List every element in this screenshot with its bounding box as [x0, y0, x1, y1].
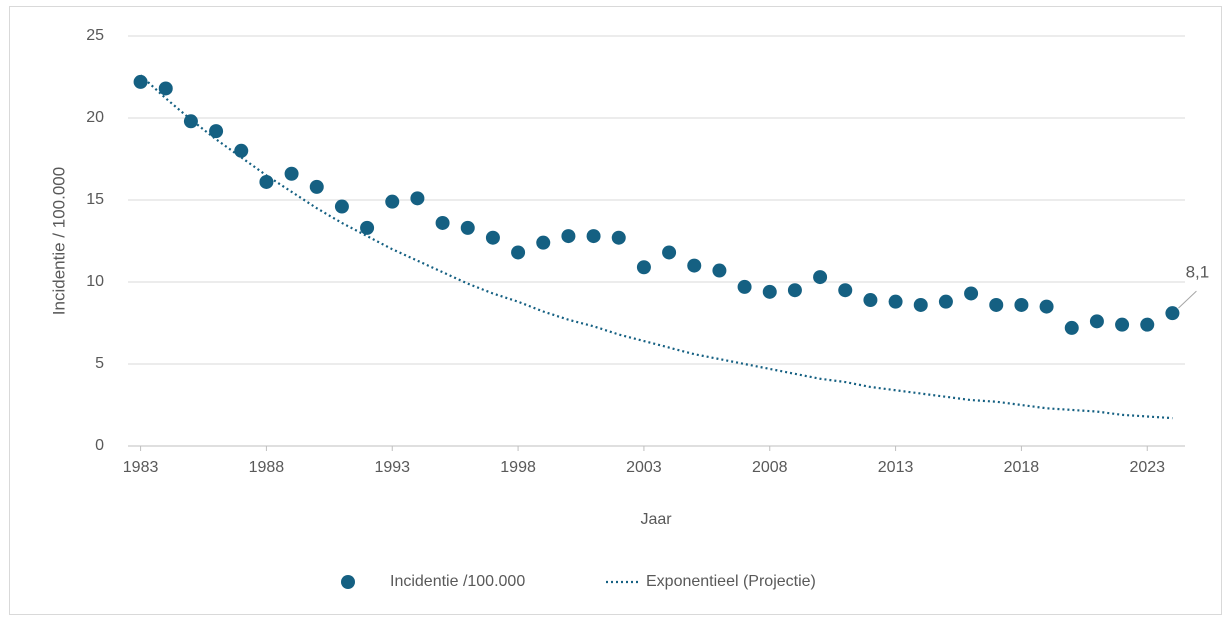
- point: [813, 270, 828, 285]
- legend-label: Incidentie /100.000: [390, 573, 525, 590]
- point: [460, 220, 475, 235]
- point: [183, 114, 198, 129]
- point: [737, 279, 752, 294]
- y-tick-label: 25: [86, 27, 104, 44]
- point: [863, 293, 878, 308]
- point: [964, 286, 979, 301]
- point: [1064, 320, 1079, 335]
- point: [485, 230, 500, 245]
- point: [938, 294, 953, 309]
- point: [133, 74, 148, 89]
- point: [636, 260, 651, 275]
- y-tick-label: 15: [86, 191, 104, 208]
- point: [410, 191, 425, 206]
- point: [385, 194, 400, 209]
- point: [762, 284, 777, 299]
- point: [913, 297, 928, 312]
- point: [536, 235, 551, 250]
- point: [284, 166, 299, 181]
- point: [611, 230, 626, 245]
- point: [787, 283, 802, 298]
- y-tick-label: 20: [86, 109, 104, 126]
- chart-border: [9, 6, 1222, 615]
- x-tick-label: 2008: [752, 459, 788, 476]
- point: [158, 81, 173, 96]
- x-tick-label: 1998: [500, 459, 536, 476]
- point: [712, 263, 727, 278]
- point: [334, 199, 349, 214]
- legend-swatch: [341, 575, 355, 589]
- point: [561, 229, 576, 244]
- point: [360, 220, 375, 235]
- x-tick-label: 1993: [374, 459, 410, 476]
- label-leader: [1178, 290, 1197, 309]
- point: [1039, 299, 1054, 314]
- point: [888, 294, 903, 309]
- x-tick-label: 2003: [626, 459, 662, 476]
- x-tick-label: 1983: [123, 459, 159, 476]
- point: [435, 215, 450, 230]
- x-axis-title: Jaar: [640, 511, 672, 528]
- point: [1140, 317, 1155, 332]
- y-tick-label: 5: [95, 355, 104, 372]
- y-axis-title: Incidentie / 100.000: [49, 167, 68, 315]
- point: [209, 124, 224, 139]
- x-tick-label: 2013: [878, 459, 914, 476]
- point: [309, 179, 324, 194]
- y-tick-label: 0: [95, 437, 104, 454]
- point: [838, 283, 853, 298]
- point: [989, 297, 1004, 312]
- point: [1165, 306, 1180, 321]
- point: [234, 143, 249, 158]
- x-tick-label: 2018: [1004, 459, 1040, 476]
- point: [511, 245, 526, 260]
- point: [259, 174, 274, 189]
- trend-line: [139, 74, 1173, 420]
- legend-label: Exponentieel (Projectie): [646, 573, 816, 590]
- point: [687, 258, 702, 273]
- point: [1115, 317, 1130, 332]
- point: [1089, 314, 1104, 329]
- x-tick-label: 2023: [1129, 459, 1165, 476]
- x-tick-label: 1988: [249, 459, 285, 476]
- data-label: 8,1: [1186, 263, 1210, 282]
- y-tick-label: 10: [86, 273, 104, 290]
- point: [1014, 297, 1029, 312]
- point: [586, 229, 601, 244]
- point: [662, 245, 677, 260]
